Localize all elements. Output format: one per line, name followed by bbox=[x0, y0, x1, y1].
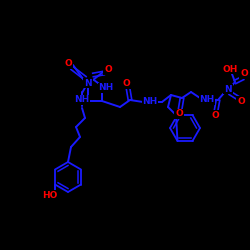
Text: O: O bbox=[175, 110, 183, 118]
Text: O: O bbox=[104, 66, 112, 74]
Text: N: N bbox=[84, 78, 92, 88]
Text: O: O bbox=[122, 80, 130, 88]
Text: OH: OH bbox=[222, 64, 238, 74]
Text: NH: NH bbox=[98, 84, 114, 92]
Text: O: O bbox=[64, 60, 72, 68]
Text: O: O bbox=[211, 110, 219, 120]
Text: O: O bbox=[237, 96, 245, 106]
Text: NH: NH bbox=[142, 98, 158, 106]
Text: NH: NH bbox=[200, 96, 214, 104]
Text: NH: NH bbox=[74, 96, 90, 104]
Text: HO: HO bbox=[42, 190, 58, 200]
Text: O: O bbox=[240, 70, 248, 78]
Text: N: N bbox=[224, 84, 232, 94]
